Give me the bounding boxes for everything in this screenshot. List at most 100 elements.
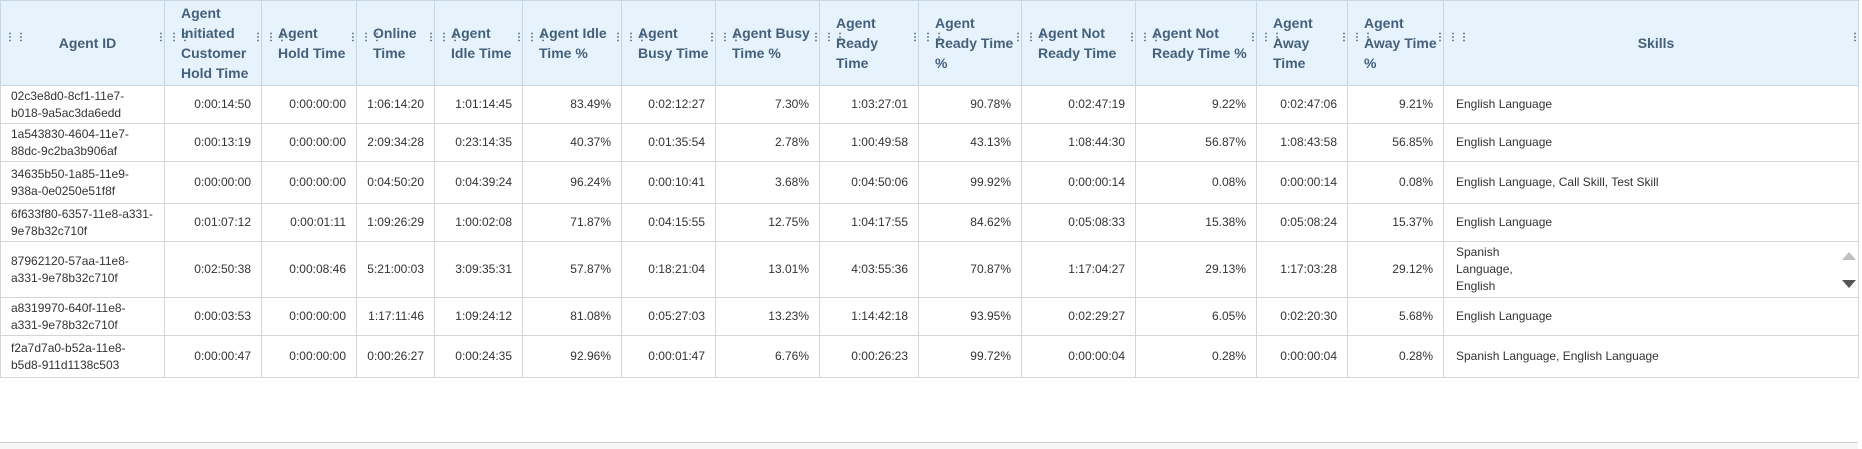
drag-handle-icon[interactable]: ⋮⋮: [923, 32, 945, 43]
metric-cell: 0:00:00:04: [1256, 335, 1348, 378]
column-header-label: Agent Away Time %: [1364, 15, 1437, 71]
column-header[interactable]: ⋮⋮ Agent Ready Time ⋮: [819, 0, 920, 86]
metric-cell: 1:09:26:29: [356, 203, 435, 242]
column-header-label: Agent Not Ready Time: [1038, 25, 1117, 61]
drag-handle-icon[interactable]: ⋮⋮: [527, 32, 549, 43]
column-header[interactable]: ⋮⋮ Agent Idle Time ⋮: [434, 0, 524, 86]
drag-handle-icon[interactable]: ⋮⋮: [5, 32, 27, 43]
skills-cell: Spanish Language, English: [1443, 241, 1862, 298]
drag-handle-icon[interactable]: ⋮⋮: [1261, 32, 1283, 43]
metric-cell: 0:02:50:38: [164, 241, 262, 298]
column-header-label: Skills: [1637, 35, 1675, 51]
scroll-up-icon[interactable]: [1842, 252, 1856, 260]
column-menu-icon[interactable]: ⋮: [910, 32, 920, 43]
column-header[interactable]: ⋮⋮ Agent Not Ready Time % ⋮: [1135, 0, 1258, 86]
metric-cell: 0:04:50:20: [356, 161, 435, 204]
drag-handle-icon[interactable]: ⋮⋮: [266, 32, 288, 43]
column-menu-icon[interactable]: ⋮: [811, 32, 821, 43]
column-header[interactable]: ⋮⋮ Agent Idle Time % ⋮: [522, 0, 623, 86]
metric-cell: 0:00:00:00: [261, 297, 357, 336]
metric-cell: 0:00:13:19: [164, 123, 262, 162]
metric-cell: 0:00:00:47: [164, 335, 262, 378]
agent-id-cell: f2a7d7a0-b52a-11e8-b5d8-911d1138c503: [0, 335, 165, 378]
skills-cell: English Language: [1443, 203, 1859, 242]
metric-cell: 15.37%: [1347, 203, 1444, 242]
agent-id-cell: 34635b50-1a85-11e9-938a-0e0250e51f8f: [0, 161, 165, 204]
column-menu-icon[interactable]: ⋮: [426, 32, 436, 43]
drag-handle-icon[interactable]: ⋮⋮: [169, 32, 191, 43]
column-header[interactable]: ⋮⋮ Agent Busy Time ⋮: [621, 0, 717, 86]
column-header[interactable]: ⋮⋮ Agent Not Ready Time ⋮: [1021, 0, 1137, 86]
cell-scrollbar[interactable]: [1834, 244, 1862, 296]
column-header-label: Agent Idle Time %: [539, 25, 607, 61]
table-row[interactable]: 6f633f80-6357-11e8-a331-9e78b32c710f 0:01…: [0, 203, 1859, 242]
column-menu-icon[interactable]: ⋮: [253, 32, 263, 43]
drag-handle-icon[interactable]: ⋮⋮: [626, 32, 648, 43]
column-header[interactable]: ⋮⋮ Agent Ready Time % ⋮: [918, 0, 1023, 86]
metric-cell: 0:00:00:00: [261, 85, 357, 124]
scroll-down-icon[interactable]: [1842, 280, 1856, 288]
metric-cell: 0:00:26:27: [356, 335, 435, 378]
column-header[interactable]: ⋮⋮ Agent Initiated Customer Hold Time ⋮: [164, 0, 263, 86]
metric-cell: 0:01:35:54: [621, 123, 716, 162]
column-menu-icon[interactable]: ⋮: [514, 32, 524, 43]
metric-cell: 1:09:24:12: [434, 297, 523, 336]
column-header[interactable]: ⋮⋮ Agent Away Time % ⋮: [1347, 0, 1445, 86]
metric-cell: 0:00:00:00: [261, 123, 357, 162]
metric-cell: 0:05:08:24: [1256, 203, 1348, 242]
column-menu-icon[interactable]: ⋮: [1850, 32, 1860, 43]
column-header[interactable]: ⋮⋮ Agent Busy Time % ⋮: [715, 0, 821, 86]
metric-cell: 15.38%: [1135, 203, 1257, 242]
table-row[interactable]: 02c3e8d0-8cf1-11e7-b018-9a5ac3da6edd 0:00…: [0, 85, 1859, 124]
column-menu-icon[interactable]: ⋮: [1248, 32, 1258, 43]
drag-handle-icon[interactable]: ⋮⋮: [1448, 32, 1470, 43]
metric-cell: 1:17:11:46: [356, 297, 435, 336]
drag-handle-icon[interactable]: ⋮⋮: [1352, 32, 1374, 43]
metric-cell: 3:09:35:31: [434, 241, 523, 298]
skills-cell: English Language: [1443, 123, 1859, 162]
table-row[interactable]: a8319970-640f-11e8-a331-9e78b32c710f 0:00…: [0, 297, 1859, 336]
metric-cell: 7.30%: [715, 85, 820, 124]
column-header[interactable]: ⋮⋮ Skills ⋮: [1443, 0, 1860, 86]
drag-handle-icon[interactable]: ⋮⋮: [824, 32, 846, 43]
metric-cell: 43.13%: [918, 123, 1022, 162]
metric-cell: 1:17:04:27: [1021, 241, 1136, 298]
metric-cell: 40.37%: [522, 123, 622, 162]
column-menu-icon[interactable]: ⋮: [613, 32, 623, 43]
metric-cell: 0:00:01:11: [261, 203, 357, 242]
header-row: ⋮⋮ Agent ID ⋮ ⋮⋮ Agent Initiated Customer Ho…: [0, 0, 1860, 86]
column-header[interactable]: ⋮⋮ Online Time ⋮: [356, 0, 436, 86]
metric-cell: 0:01:07:12: [164, 203, 262, 242]
drag-handle-icon[interactable]: ⋮⋮: [1026, 32, 1048, 43]
metric-cell: 83.49%: [522, 85, 622, 124]
metric-cell: 70.87%: [918, 241, 1022, 298]
column-menu-icon[interactable]: ⋮: [1339, 32, 1349, 43]
metric-cell: 92.96%: [522, 335, 622, 378]
column-menu-icon[interactable]: ⋮: [1013, 32, 1023, 43]
metric-cell: 3.68%: [715, 161, 820, 204]
metric-cell: 13.23%: [715, 297, 820, 336]
drag-handle-icon[interactable]: ⋮⋮: [361, 32, 383, 43]
column-header-label: Agent ID: [58, 35, 117, 51]
column-menu-icon[interactable]: ⋮: [156, 32, 166, 43]
horizontal-scrollbar[interactable]: [0, 442, 1858, 449]
column-header[interactable]: ⋮⋮ Agent Hold Time ⋮: [261, 0, 358, 86]
table-row[interactable]: f2a7d7a0-b52a-11e8-b5d8-911d1138c503 0:00…: [0, 335, 1859, 378]
metric-cell: 0:00:00:14: [1256, 161, 1348, 204]
column-menu-icon[interactable]: ⋮: [348, 32, 358, 43]
column-menu-icon[interactable]: ⋮: [707, 32, 717, 43]
drag-handle-icon[interactable]: ⋮⋮: [720, 32, 742, 43]
drag-handle-icon[interactable]: ⋮⋮: [439, 32, 461, 43]
drag-handle-icon[interactable]: ⋮⋮: [1140, 32, 1162, 43]
table-row[interactable]: 34635b50-1a85-11e9-938a-0e0250e51f8f 0:00…: [0, 161, 1859, 204]
column-menu-icon[interactable]: ⋮: [1435, 32, 1445, 43]
table-row[interactable]: 87962120-57aa-11e8-a331-9e78b32c710f 0:02…: [0, 241, 1862, 298]
agent-id-cell: 1a543830-4604-11e7-88dc-9c2ba3b906af: [0, 123, 165, 162]
table-row[interactable]: 1a543830-4604-11e7-88dc-9c2ba3b906af 0:00…: [0, 123, 1859, 162]
column-header[interactable]: ⋮⋮ Agent ID ⋮: [0, 0, 166, 86]
column-header-label: Agent Idle Time: [451, 25, 512, 61]
column-menu-icon[interactable]: ⋮: [1127, 32, 1137, 43]
metric-cell: 1:01:14:45: [434, 85, 523, 124]
column-header[interactable]: ⋮⋮ Agent Away Time ⋮: [1256, 0, 1349, 86]
metric-cell: 0:00:01:47: [621, 335, 716, 378]
